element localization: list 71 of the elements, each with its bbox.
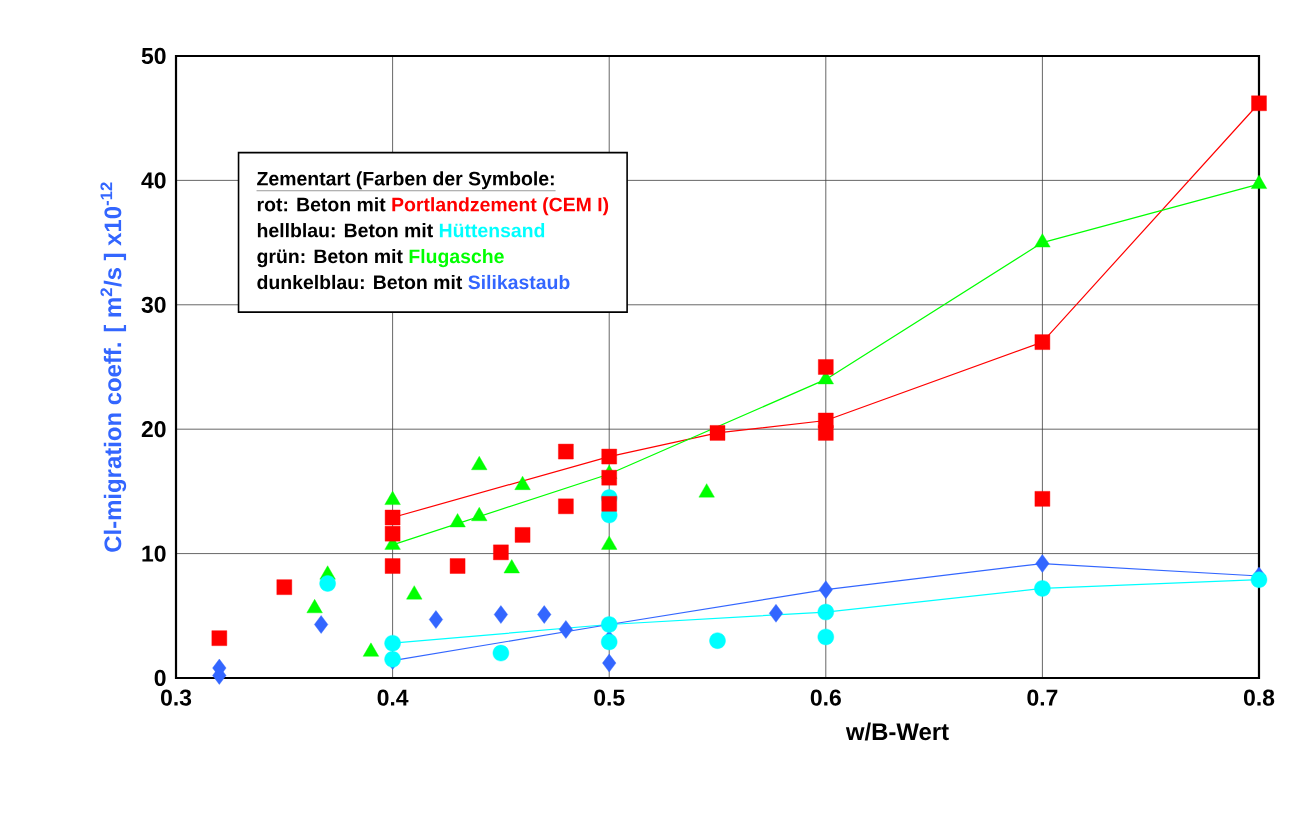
point	[384, 525, 401, 542]
point	[1251, 174, 1267, 189]
point	[601, 535, 618, 550]
y-tick-label: 10	[142, 545, 166, 562]
text: Portlandzement (CEM I)	[392, 197, 609, 216]
text: Silikastaub	[468, 274, 570, 290]
point	[698, 483, 715, 498]
text: Flugasche	[409, 248, 504, 268]
point	[428, 610, 443, 629]
x-tick-label: 0.5	[594, 689, 625, 706]
point	[384, 509, 401, 526]
x-tick-label: 0.8	[1243, 689, 1275, 706]
y-tick-label: 30	[141, 296, 166, 313]
point	[558, 443, 574, 460]
point	[449, 513, 466, 528]
text: Hüttensand	[439, 223, 545, 238]
point	[817, 628, 834, 646]
point	[817, 603, 834, 621]
point	[471, 456, 488, 470]
point	[602, 653, 617, 673]
point	[769, 604, 783, 623]
point	[558, 498, 574, 515]
point	[471, 507, 488, 521]
annotation: hellblau: Beton mit	[257, 223, 433, 238]
point	[384, 490, 401, 505]
legend-title: Zementart (Farben der Symbole:	[257, 171, 554, 190]
point	[558, 620, 573, 639]
y-tick-label: 20	[141, 421, 166, 438]
y-tick-label: 40	[141, 172, 166, 189]
point	[1034, 334, 1051, 350]
point	[1034, 491, 1051, 507]
x-tick-label: 0.6	[810, 689, 841, 706]
point	[601, 616, 618, 633]
point	[1034, 580, 1051, 597]
point	[384, 634, 401, 652]
annotation: dunkelblau: Beton mit	[257, 274, 463, 290]
point	[709, 425, 726, 441]
point	[1034, 233, 1051, 248]
point	[503, 559, 520, 574]
point	[319, 575, 336, 592]
x-tick-label: 0.3	[160, 689, 192, 706]
point	[514, 527, 531, 543]
point	[406, 585, 423, 600]
point	[601, 470, 617, 486]
point	[1250, 571, 1268, 588]
point	[818, 359, 834, 375]
point	[818, 580, 833, 599]
point	[449, 558, 466, 574]
y-tick-label: 50	[141, 47, 166, 65]
point	[493, 605, 508, 624]
y-tick-label: 0	[154, 669, 166, 687]
point	[384, 558, 401, 574]
annotation: rot: Beton mit	[257, 197, 386, 212]
point	[601, 496, 617, 512]
y-axis-title: Cl-migration coeff. [ m$^{2}$/s ] x10$^{-12}$	[100, 182, 127, 552]
point	[314, 615, 329, 634]
point	[1251, 95, 1267, 111]
point	[276, 579, 293, 595]
annotation: grün: Beton mit	[257, 248, 403, 268]
point	[211, 630, 228, 646]
point	[709, 632, 726, 649]
point	[306, 599, 323, 614]
point	[601, 448, 617, 465]
point	[1035, 554, 1050, 573]
point	[493, 544, 509, 561]
point	[818, 425, 834, 441]
point	[492, 644, 510, 662]
x-tick-label: 0.4	[377, 689, 409, 706]
x-tick-label: 0.7	[1027, 689, 1058, 706]
x-axis-title: w/B-Wert	[845, 722, 949, 741]
point	[537, 605, 552, 624]
